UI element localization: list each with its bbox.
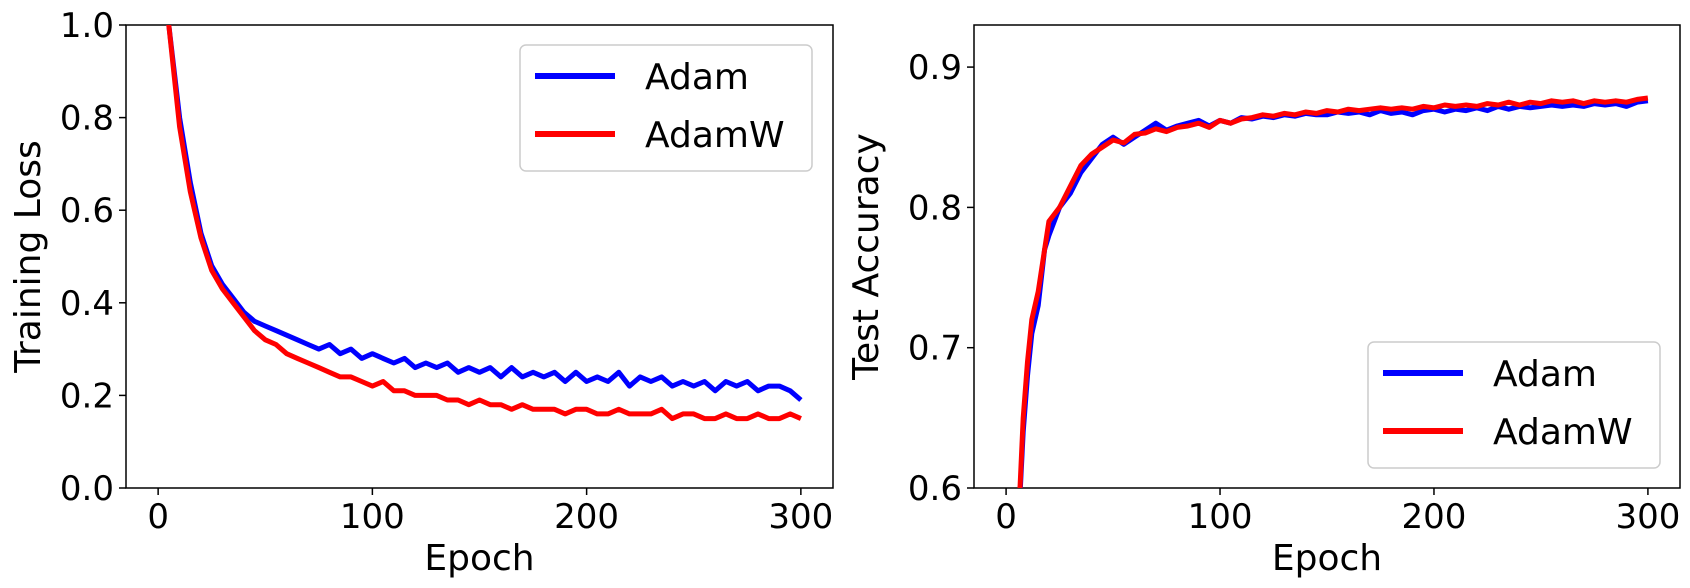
y-axis-label: Test Accuracy [846,133,887,381]
y-tick-label: 0.6 [908,469,962,509]
y-tick-label: 0.6 [60,191,114,231]
chart-test-accuracy: 0 100 200 300 0.6 0.7 0.8 0.9 Epoch Test Accur… [846,24,1681,579]
legend-label-adam: Adam [645,57,749,98]
plot-frame [125,24,834,489]
y-tick-label: 0.0 [60,469,114,509]
x-axis-label: Epoch [424,538,534,579]
x-tick-label: 200 [554,497,619,537]
x-tick-label: 300 [1615,497,1680,537]
plot-frame [973,24,1681,489]
legend-label-adamw: AdamW [1493,412,1633,453]
series-line-adam [1017,98,1649,488]
series-line-adam [166,25,803,402]
legend: Adam AdamW [1367,341,1661,469]
x-tick-label: 0 [995,497,1017,537]
chart-training-loss: 0 100 200 300 0.0 0.2 0.4 0.6 0.8 1.0 Epoch Trai… [8,6,834,579]
y-tick-label: 0.7 [908,329,962,369]
y-tick-label: 0.8 [908,188,962,228]
legend-label-adam: Adam [1493,354,1597,395]
y-tick-label: 0.2 [60,376,114,416]
legend-label-adamw: AdamW [645,115,785,156]
y-tick-label: 0.4 [60,284,114,324]
series-line-adamw [166,25,802,422]
x-axis-label: Epoch [1272,538,1382,579]
x-tick-label: 100 [340,497,405,537]
y-tick-label: 0.9 [908,48,962,88]
x-tick-label: 100 [1188,497,1253,537]
x-tick-label: 300 [768,497,833,537]
x-tick-label: 200 [1402,497,1467,537]
series-line-adamw [1017,95,1649,488]
y-tick-label: 1.0 [60,6,114,46]
x-tick-label: 0 [147,497,169,537]
y-axis-label: Training Loss [8,140,49,373]
y-tick-label: 0.8 [60,99,114,139]
legend: Adam AdamW [519,44,813,172]
